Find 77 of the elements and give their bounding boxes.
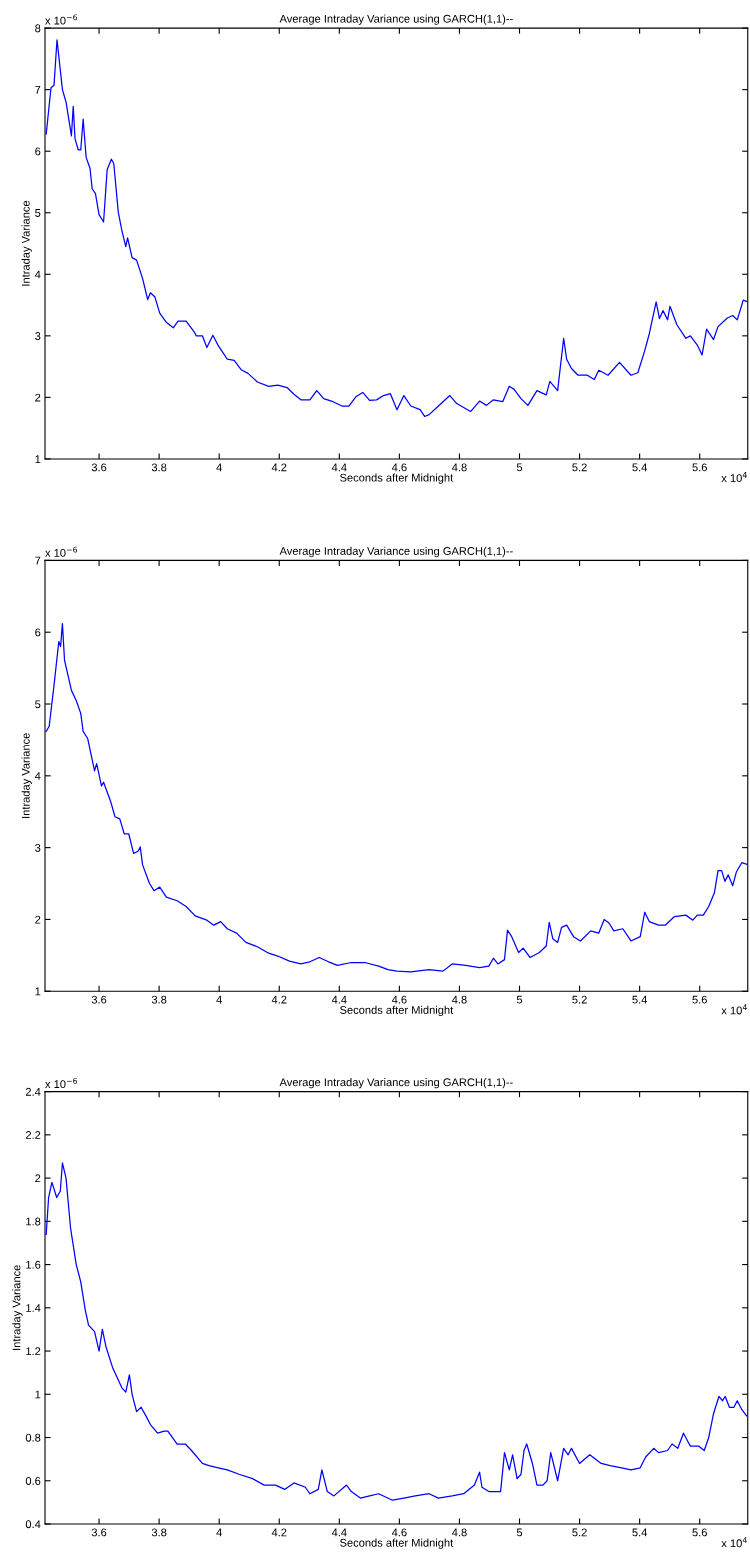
text: x 10$^{−6}$ (45, 14, 78, 25)
y-tick-label: 6 (35, 147, 41, 156)
x-tick-label: 3.8 (151, 995, 167, 1004)
text: x 10$^{−6}$ (45, 1077, 78, 1089)
x-tick-label: 5.6 (692, 1528, 707, 1537)
x-tick-label: 4.6 (391, 463, 407, 472)
y-tick-label: 1.6 (26, 1260, 41, 1269)
x-tick-label: 4.8 (451, 463, 467, 472)
x-tick-label: 5.2 (572, 463, 587, 472)
x-tick-label: 4.4 (331, 463, 347, 472)
text: x 10$^{4}$ (721, 1004, 747, 1015)
line-series (45, 622, 748, 973)
y-axis-title: Intraday Variance (21, 733, 32, 818)
x-tick-label: 4.2 (271, 463, 287, 472)
y-tick-label: 2 (35, 915, 41, 924)
y-tick-label: 1.2 (26, 1347, 41, 1356)
y-tick-label: 7 (35, 556, 41, 565)
y-tick-label: 0.8 (25, 1433, 41, 1442)
y-tick-label: 5 (35, 209, 41, 217)
x-tick-label: 5.2 (572, 995, 587, 1004)
y-tick-label: 2.4 (25, 1087, 41, 1096)
x-tick-label: 5.4 (632, 1528, 648, 1537)
line-series (45, 1162, 748, 1501)
text: x 10$^{4}$ (721, 1537, 747, 1548)
x-tick-label: 3.6 (91, 463, 107, 472)
y-tick-label: 1.4 (26, 1304, 41, 1312)
y-tick-label: 4 (34, 772, 41, 780)
x-tick-label: 4.6 (391, 1528, 407, 1537)
x-tick-label: 4.2 (271, 995, 287, 1004)
y-tick-label: 2 (35, 393, 41, 402)
y-tick-label: 0.4 (25, 1520, 41, 1529)
x-tick-label: 5.4 (632, 463, 648, 472)
x-tick-label: 4.8 (451, 995, 467, 1004)
y-tick-label: 1.8 (26, 1217, 41, 1226)
line-series (45, 39, 748, 418)
x-tick-label: 3.6 (91, 995, 107, 1004)
y-tick-label: 3 (35, 843, 41, 852)
chart-title: Average Intraday Variance using GARCH(1,1)-- (279, 14, 513, 25)
y-tick-label: 3 (35, 332, 41, 340)
x-tick-label: 5.4 (632, 995, 648, 1004)
y-tick-label: 8 (35, 24, 41, 33)
y-tick-label: 5 (35, 700, 41, 709)
x-tick-label: 4 (216, 1528, 222, 1537)
x-tick-label: 4.4 (331, 1528, 347, 1537)
y-tick-label: 6 (35, 628, 41, 637)
x-axis-title: Seconds after Midnight (340, 473, 454, 484)
y-tick-label: 0.6 (25, 1477, 41, 1485)
x-tick-label: 5.6 (692, 995, 707, 1004)
y-tick-label: 2.2 (25, 1131, 41, 1139)
chart-title: Average Intraday Variance using GARCH(1,1)-- (279, 546, 513, 558)
x-tick-label: 5 (516, 995, 523, 1004)
text: x 10$^{−6}$ (45, 546, 78, 557)
x-tick-label: 4.4 (331, 995, 347, 1004)
x-tick-label: 4 (216, 463, 222, 472)
chart-title: Average Intraday Variance using GARCH(1,1)-- (279, 1078, 513, 1089)
x-tick-label: 4 (216, 995, 222, 1004)
x-tick-label: 5 (516, 1528, 523, 1537)
x-tick-label: 4.8 (451, 1528, 467, 1537)
x-tick-label: 4.6 (391, 995, 407, 1004)
y-tick-label: 2 (35, 1174, 41, 1183)
x-tick-label: 5 (516, 463, 523, 472)
y-tick-label: 1 (35, 1390, 41, 1399)
x-axis-title: Seconds after Midnight (340, 1538, 454, 1549)
x-tick-label: 3.8 (151, 463, 167, 472)
x-tick-label: 3.6 (91, 1528, 107, 1537)
x-tick-label: 5.2 (572, 1528, 587, 1537)
y-axis-title: Intraday Variance (12, 1265, 23, 1350)
y-tick-label: 7 (35, 86, 41, 94)
x-axis-title: Seconds after Midnight (340, 1005, 454, 1017)
y-axis-title: Intraday Variance (21, 200, 32, 286)
x-tick-label: 3.8 (151, 1528, 167, 1537)
y-tick-label: 1 (35, 455, 41, 463)
x-tick-label: 5.6 (692, 463, 707, 472)
y-tick-label: 4 (34, 270, 41, 279)
y-tick-label: 1 (35, 987, 41, 996)
text: x 10$^{4}$ (721, 472, 747, 483)
x-tick-label: 4.2 (271, 1528, 287, 1537)
